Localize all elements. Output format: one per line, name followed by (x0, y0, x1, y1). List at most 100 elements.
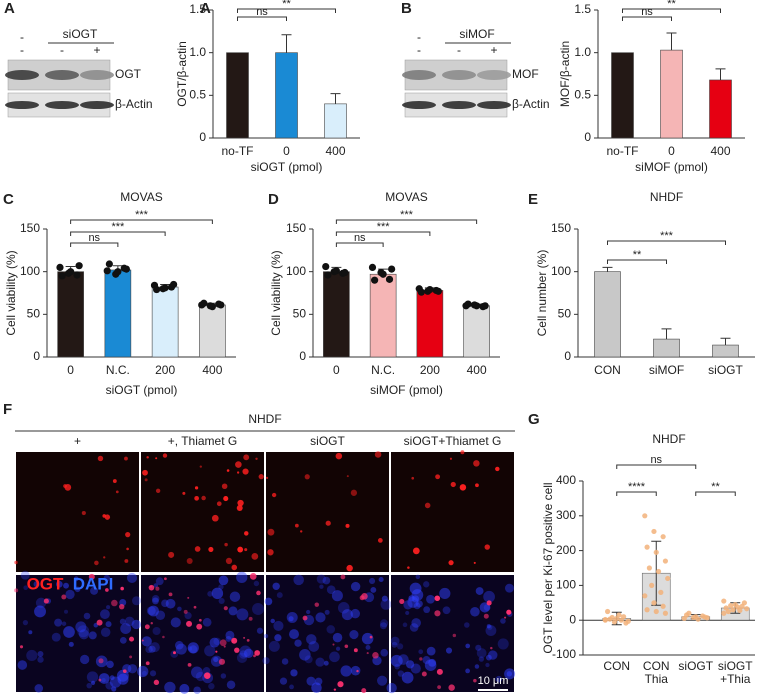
ogt-signal (237, 499, 244, 507)
nucleus (386, 682, 397, 694)
ogt-signal (253, 654, 256, 658)
nucleus (323, 660, 329, 666)
ogt-signal (235, 461, 242, 468)
ogt-signal (450, 481, 456, 488)
nucleus (33, 581, 40, 588)
panel-label: E (528, 191, 538, 208)
ogt-signal (346, 564, 353, 572)
stain-label: DAPI (73, 574, 114, 593)
nucleus (365, 644, 371, 650)
ogt-signal (81, 511, 86, 516)
nucleus (411, 589, 424, 601)
nucleus (274, 634, 282, 642)
nucleus (103, 574, 111, 582)
data-point (153, 285, 161, 294)
ogt-signal (346, 475, 349, 478)
nucleus (337, 602, 350, 614)
nucleus (311, 682, 322, 693)
nucleus (324, 609, 330, 615)
nucleus (226, 680, 236, 690)
ogt-signal (187, 662, 192, 667)
data-point (105, 260, 113, 268)
ogt-signal (421, 671, 427, 677)
ogt-signal (153, 679, 160, 686)
bar (226, 52, 249, 139)
y-axis-label: MOF/β-actin (558, 41, 572, 107)
x-tick-label: 200 (420, 363, 440, 377)
nucleus (380, 648, 389, 657)
x-tick-label: siOGT (708, 363, 743, 377)
ogt-signal (294, 523, 299, 528)
x-tick-label: 0 (67, 363, 74, 377)
nucleus (286, 611, 298, 623)
nucleus (350, 665, 361, 676)
ogt-signal (459, 484, 467, 491)
ogt-signal (244, 548, 248, 552)
ogt-signal (149, 585, 152, 588)
nucleus (193, 686, 201, 695)
nucleus (51, 632, 61, 642)
nucleus (331, 590, 343, 602)
y-axis-label: Cell number (%) (535, 250, 549, 337)
significance-bracket (622, 8, 721, 13)
ogt-signal (256, 590, 261, 596)
x-tick-label: siOGT (678, 659, 713, 673)
y-tick-label: 1.0 (189, 45, 206, 59)
nucleus (126, 572, 138, 583)
data-point (73, 271, 81, 279)
ogt-signal (407, 566, 410, 569)
ogt-signal (473, 561, 476, 564)
data-point (473, 302, 481, 310)
nucleus (37, 656, 44, 663)
nucleus (28, 630, 33, 635)
ogt-signal (211, 514, 219, 522)
y-tick-label: 0 (299, 349, 306, 363)
ogt-signal (374, 451, 382, 458)
panel-label: D (268, 191, 279, 208)
data-point (644, 544, 650, 550)
ogt-signal (419, 657, 423, 661)
ogt-signal (495, 466, 500, 472)
nucleus (78, 629, 89, 640)
nucleus (109, 675, 115, 681)
x-tick-label: 200 (155, 363, 175, 377)
nucleus (68, 641, 74, 647)
nucleus (105, 681, 114, 690)
ogt-signal (300, 530, 303, 533)
lane-label: - (417, 30, 421, 44)
nucleus (54, 618, 63, 627)
data-point (388, 265, 396, 273)
data-point (649, 582, 655, 589)
bar (709, 79, 732, 139)
ogt-signal (335, 452, 343, 460)
group-label: siMOF (459, 27, 494, 41)
panel-label: C (3, 191, 14, 208)
nucleus (476, 648, 487, 658)
ogt-signal (168, 551, 175, 558)
ogt-signal (231, 637, 238, 644)
ogt-signal (302, 615, 308, 621)
bar (463, 305, 490, 358)
ogt-signal (340, 574, 346, 580)
significance-label: *** (660, 230, 674, 242)
panel-label: G (528, 411, 540, 428)
ogt-signal (208, 546, 214, 552)
ogt-signal (61, 594, 67, 600)
significance-bracket (616, 464, 697, 469)
nucleus (340, 665, 352, 677)
nucleus (403, 600, 413, 610)
nucleus (304, 655, 313, 664)
bar (275, 52, 298, 139)
ogt-signal (43, 598, 49, 604)
ogt-signal (436, 668, 443, 675)
significance-label: *** (400, 209, 414, 221)
nucleus (177, 606, 182, 612)
significance-bracket (70, 242, 119, 247)
nucleus (394, 663, 400, 670)
nucleus (191, 666, 203, 679)
ogt-signal (129, 655, 133, 659)
nucleus (422, 656, 431, 665)
data-point (208, 303, 216, 311)
significance-bracket (335, 231, 431, 236)
data-point (368, 263, 377, 271)
